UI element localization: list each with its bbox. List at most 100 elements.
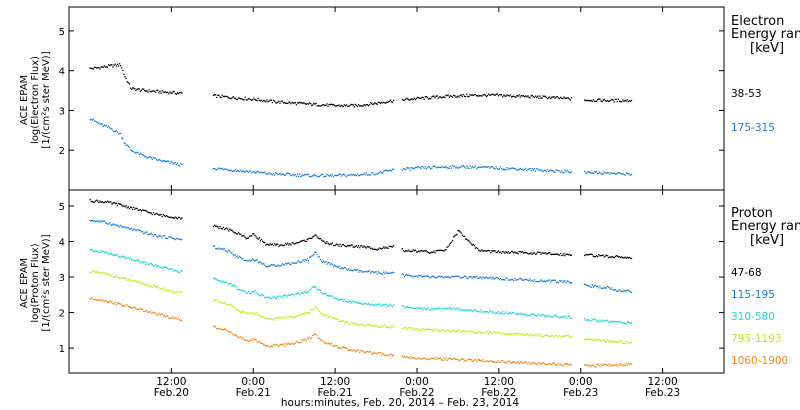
- data-point: [504, 333, 506, 335]
- data-point: [387, 247, 389, 249]
- data-point: [517, 253, 519, 255]
- data-point: [550, 315, 552, 318]
- data-point: [487, 249, 490, 252]
- data-point: [406, 250, 408, 252]
- data-point: [249, 260, 252, 262]
- data-point: [424, 307, 426, 310]
- data-point: [443, 166, 445, 168]
- data-point: [620, 256, 622, 259]
- data-point: [492, 361, 494, 363]
- data-point: [305, 103, 307, 105]
- data-point: [222, 226, 224, 228]
- data-point: [316, 335, 318, 337]
- data-point: [501, 312, 503, 315]
- data-point: [531, 253, 533, 255]
- data-point: [599, 319, 601, 321]
- data-point: [316, 308, 318, 310]
- data-point: [439, 166, 442, 169]
- data-point: [170, 92, 172, 94]
- data-point: [566, 169, 568, 171]
- data-point: [408, 327, 410, 329]
- data-point: [239, 97, 241, 99]
- data-point: [483, 311, 485, 313]
- data-point: [304, 173, 306, 176]
- data-point: [264, 344, 266, 346]
- data-point: [263, 262, 265, 265]
- data-point: [429, 252, 431, 254]
- data-point: [271, 264, 274, 266]
- x-tick-date: Feb.21: [317, 387, 352, 399]
- data-point: [565, 363, 567, 365]
- data-point: [589, 100, 591, 102]
- data-point: [560, 252, 562, 255]
- data-point: [165, 289, 168, 291]
- data-point: [403, 275, 406, 278]
- data-point: [513, 361, 515, 363]
- data-point: [136, 152, 138, 154]
- data-point: [362, 303, 364, 305]
- data-point: [127, 305, 129, 308]
- data-point: [475, 275, 478, 278]
- data-point: [442, 250, 444, 252]
- data-point: [484, 166, 486, 169]
- data-point: [498, 312, 501, 315]
- data-point: [318, 289, 320, 291]
- data-point: [342, 243, 344, 246]
- data-point: [469, 165, 471, 167]
- data-point: [482, 166, 484, 168]
- data-point: [509, 278, 512, 281]
- data-point: [566, 97, 568, 99]
- data-point: [386, 101, 388, 103]
- x-tick-time: 0:00: [569, 376, 593, 388]
- data-point: [541, 335, 543, 338]
- data-point: [260, 262, 263, 264]
- data-point: [503, 332, 505, 335]
- data-point: [244, 290, 246, 292]
- series-175-315: [89, 118, 633, 178]
- data-point: [252, 171, 254, 173]
- data-point: [235, 309, 238, 311]
- data-point: [589, 171, 591, 174]
- data-point: [126, 257, 128, 259]
- data-point: [323, 341, 325, 343]
- data-point: [592, 172, 594, 175]
- data-point: [323, 176, 325, 178]
- data-point: [596, 100, 598, 102]
- data-point: [256, 237, 258, 239]
- data-point: [588, 318, 590, 320]
- data-point: [479, 277, 481, 279]
- data-point: [100, 201, 102, 203]
- data-point: [127, 206, 129, 208]
- data-point: [386, 247, 388, 249]
- data-point: [215, 325, 217, 328]
- data-point: [516, 333, 518, 335]
- data-point: [298, 242, 300, 244]
- data-point: [422, 357, 424, 360]
- data-point: [174, 317, 176, 319]
- data-point: [262, 294, 264, 296]
- data-point: [132, 150, 134, 152]
- data-point: [411, 307, 413, 309]
- data-point: [248, 292, 251, 295]
- data-point: [338, 320, 340, 323]
- data-point: [98, 201, 100, 204]
- data-point: [116, 302, 119, 304]
- data-point: [276, 297, 278, 299]
- data-point: [598, 172, 600, 174]
- data-point: [278, 345, 280, 347]
- data-point: [228, 331, 230, 333]
- data-point: [453, 236, 455, 238]
- data-point: [457, 358, 459, 360]
- data-point: [544, 364, 546, 366]
- data-point: [139, 152, 141, 154]
- data-point: [430, 309, 432, 311]
- data-point: [259, 100, 262, 102]
- data-point: [252, 337, 254, 340]
- data-point: [467, 358, 469, 361]
- data-point: [232, 96, 234, 98]
- data-point: [624, 290, 626, 292]
- data-point: [246, 312, 248, 314]
- data-point: [384, 247, 386, 249]
- data-point: [296, 102, 299, 104]
- data-point: [99, 251, 101, 253]
